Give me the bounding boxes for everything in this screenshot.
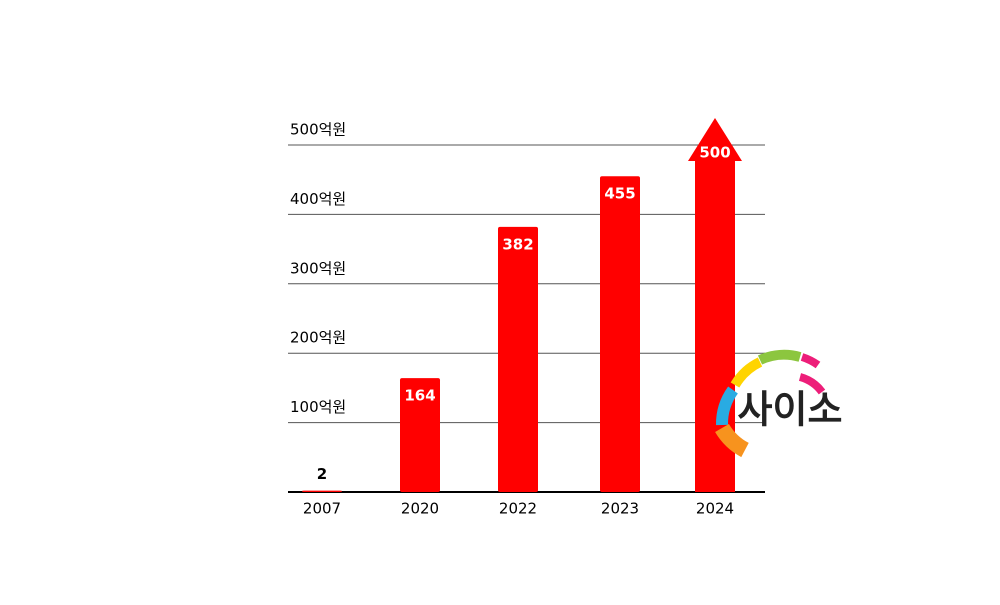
x-tick-label: 2020	[401, 500, 439, 518]
y-tick-label: 300억원	[290, 259, 346, 277]
y-tick-label: 400억원	[290, 190, 346, 208]
value-label: 500	[699, 144, 730, 162]
plot: 100억원 200억원 300억원 400억원 500억원 2007 2 2020 164 202…	[288, 118, 765, 518]
value-label: 164	[404, 387, 435, 405]
bar	[400, 378, 440, 492]
bar	[600, 176, 640, 493]
value-label: 2	[317, 465, 327, 483]
logo: 사이소	[715, 349, 843, 458]
value-label: 455	[604, 185, 635, 203]
y-tick-label: 200억원	[290, 329, 346, 347]
bar	[498, 226, 538, 492]
x-tick-label: 2023	[601, 500, 639, 518]
y-tick-label: 100억원	[290, 398, 346, 416]
x-tick-label: 2007	[303, 500, 341, 518]
x-tick-label: 2024	[696, 500, 734, 518]
x-tick-label: 2022	[499, 500, 537, 518]
bar	[302, 490, 342, 492]
logo-text: 사이소	[738, 388, 843, 432]
y-tick-label: 500억원	[290, 121, 346, 139]
value-label: 382	[502, 235, 533, 253]
